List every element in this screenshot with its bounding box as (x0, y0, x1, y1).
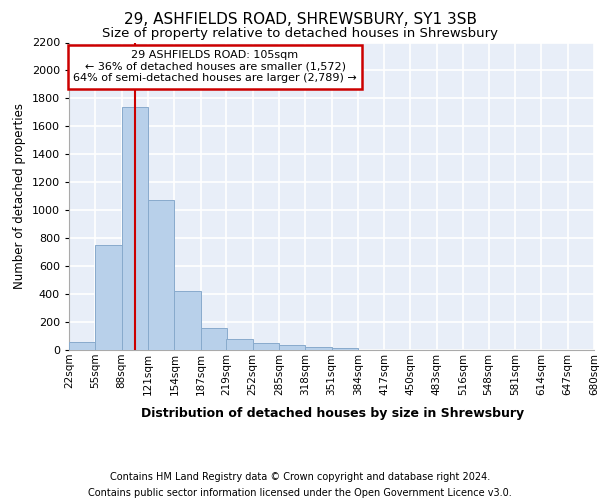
Text: Contains public sector information licensed under the Open Government Licence v3: Contains public sector information licen… (88, 488, 512, 498)
Bar (69, 342, 95, 350)
Bar (95, 245, 122, 350)
Bar (253, 344, 279, 350)
Bar (175, 292, 200, 350)
Y-axis label: Number of detached properties: Number of detached properties (13, 104, 26, 289)
Text: Distribution of detached houses by size in Shrewsbury: Distribution of detached houses by size … (142, 408, 524, 420)
Bar (305, 346, 331, 350)
Text: 29 ASHFIELDS ROAD: 105sqm
← 36% of detached houses are smaller (1,572)
64% of se: 29 ASHFIELDS ROAD: 105sqm ← 36% of detac… (73, 50, 357, 84)
Bar (226, 339, 253, 350)
Bar (200, 328, 227, 350)
Text: Size of property relative to detached houses in Shrewsbury: Size of property relative to detached ho… (102, 28, 498, 40)
Bar (331, 348, 358, 350)
Bar (148, 200, 175, 350)
Bar (279, 345, 305, 350)
Text: Contains HM Land Registry data © Crown copyright and database right 2024.: Contains HM Land Registry data © Crown c… (110, 472, 490, 482)
Bar (122, 107, 148, 350)
Text: 29, ASHFIELDS ROAD, SHREWSBURY, SY1 3SB: 29, ASHFIELDS ROAD, SHREWSBURY, SY1 3SB (124, 12, 476, 28)
